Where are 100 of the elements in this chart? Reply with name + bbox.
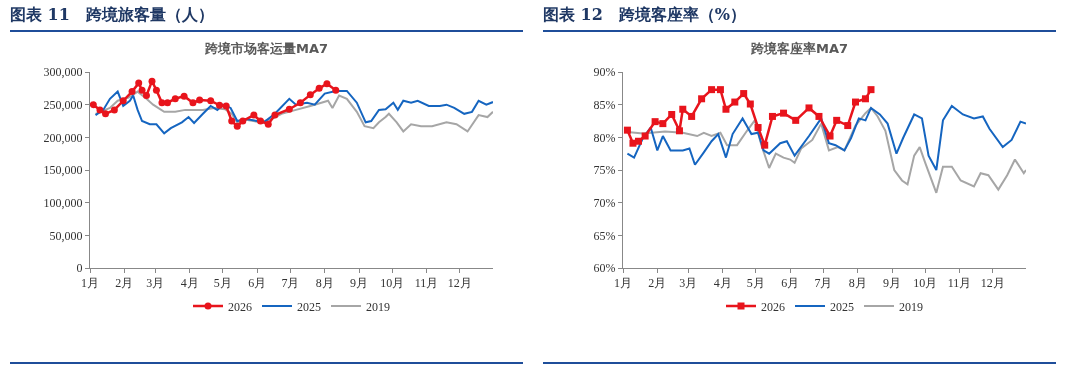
x-tick-label: 10月 bbox=[913, 276, 938, 291]
x-tick-label: 1月 bbox=[614, 276, 632, 291]
point bbox=[833, 116, 841, 124]
point bbox=[296, 99, 304, 107]
point bbox=[271, 111, 279, 119]
point bbox=[740, 90, 748, 98]
x-tick-label: 12月 bbox=[447, 276, 472, 291]
point bbox=[90, 101, 97, 109]
point bbox=[659, 120, 667, 128]
x-tick-label: 6月 bbox=[781, 276, 800, 291]
point bbox=[222, 102, 230, 110]
point bbox=[332, 86, 340, 94]
point bbox=[826, 132, 834, 140]
point bbox=[164, 99, 171, 107]
line-series bbox=[626, 104, 1026, 171]
x-tick-label: 3月 bbox=[679, 276, 698, 291]
point bbox=[679, 105, 687, 113]
y-tick-label: 150,000 bbox=[43, 163, 83, 178]
point bbox=[138, 86, 146, 94]
y-tick-label: 80% bbox=[593, 130, 616, 145]
point bbox=[852, 98, 859, 106]
y-tick-label: 100,000 bbox=[43, 195, 83, 210]
x-tick-label: 8月 bbox=[315, 276, 334, 291]
x-tick-label: 8月 bbox=[848, 276, 867, 291]
y-tick-label: 0 bbox=[76, 261, 83, 276]
point bbox=[761, 141, 769, 149]
point bbox=[119, 97, 127, 105]
legend-label: 2026 bbox=[761, 299, 785, 314]
y-tick-label: 300,000 bbox=[43, 65, 83, 80]
point bbox=[746, 100, 754, 108]
x-tick-label: 11月 bbox=[414, 276, 439, 291]
x-tick-label: 4月 bbox=[713, 276, 732, 291]
legend-label: 2026 bbox=[228, 299, 252, 314]
y-tick-label: 75% bbox=[593, 163, 616, 178]
point bbox=[239, 117, 247, 125]
point bbox=[668, 110, 676, 118]
chart-title: 图表 11 跨境旅客量（人） bbox=[10, 0, 523, 32]
y-tick-label: 65% bbox=[593, 228, 616, 243]
x-tick-label: 12月 bbox=[980, 276, 1005, 291]
x-tick-label: 7月 bbox=[814, 276, 833, 291]
y-tick-label: 70% bbox=[593, 195, 616, 210]
y-tick-label: 200,000 bbox=[43, 130, 83, 145]
point bbox=[867, 86, 875, 94]
x-tick-label: 1月 bbox=[81, 276, 99, 291]
point bbox=[306, 91, 314, 99]
chart-subtitle: 跨境客座率MA7 bbox=[749, 41, 849, 57]
point bbox=[635, 137, 642, 145]
chart-subtitle: 跨境市场客运量MA7 bbox=[203, 41, 329, 57]
point bbox=[805, 104, 813, 112]
point bbox=[96, 106, 104, 114]
legend-label: 2025 bbox=[297, 299, 321, 314]
point bbox=[688, 112, 696, 120]
x-tick-label: 6月 bbox=[248, 276, 267, 291]
x-tick-label: 9月 bbox=[883, 276, 902, 291]
x-tick-label: 4月 bbox=[180, 276, 199, 291]
point bbox=[780, 109, 788, 117]
point bbox=[722, 105, 730, 113]
point bbox=[844, 122, 852, 130]
point bbox=[315, 84, 323, 92]
point bbox=[731, 98, 739, 106]
point bbox=[128, 88, 136, 96]
point bbox=[716, 86, 724, 94]
point bbox=[158, 99, 166, 107]
point bbox=[792, 116, 800, 124]
chart-title: 图表 12 跨境客座率（%） bbox=[543, 0, 1056, 32]
point bbox=[228, 117, 236, 125]
x-tick-label: 3月 bbox=[146, 276, 165, 291]
point bbox=[110, 106, 118, 114]
point bbox=[171, 95, 179, 103]
x-tick-label: 2月 bbox=[115, 276, 134, 291]
point bbox=[135, 79, 143, 87]
point bbox=[180, 92, 188, 100]
point bbox=[233, 122, 241, 130]
y-tick-label: 85% bbox=[593, 97, 616, 112]
point bbox=[207, 97, 215, 105]
point bbox=[216, 101, 224, 109]
point bbox=[102, 110, 109, 118]
point bbox=[675, 127, 683, 135]
point bbox=[148, 77, 156, 85]
x-tick-label: 10月 bbox=[380, 276, 405, 291]
point bbox=[651, 118, 659, 126]
x-tick-label: 2月 bbox=[648, 276, 667, 291]
point bbox=[861, 95, 869, 103]
point bbox=[754, 124, 762, 132]
x-tick-label: 5月 bbox=[746, 276, 765, 291]
legend-label: 2019 bbox=[366, 299, 390, 314]
point bbox=[142, 92, 150, 100]
point bbox=[257, 117, 264, 125]
point bbox=[152, 86, 160, 94]
y-tick-label: 50,000 bbox=[49, 228, 83, 243]
x-tick-label: 9月 bbox=[350, 276, 369, 291]
y-tick-label: 60% bbox=[593, 261, 616, 276]
x-tick-label: 11月 bbox=[947, 276, 972, 291]
point bbox=[708, 86, 716, 94]
legend-label: 2019 bbox=[899, 299, 923, 314]
point bbox=[698, 95, 706, 103]
x-tick-label: 5月 bbox=[213, 276, 232, 291]
point bbox=[250, 111, 258, 119]
point bbox=[815, 112, 823, 120]
point bbox=[768, 112, 776, 120]
